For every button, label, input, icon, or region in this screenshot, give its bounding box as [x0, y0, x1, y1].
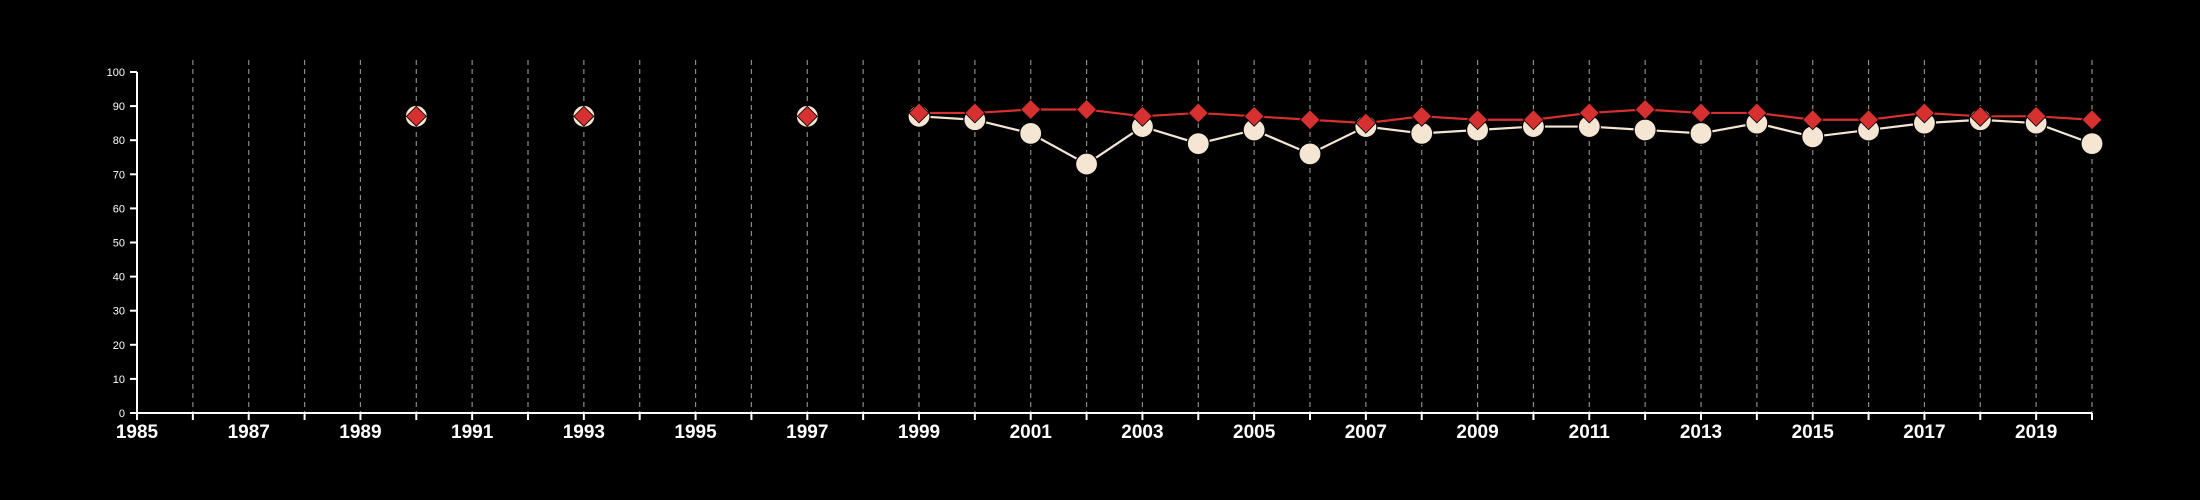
diamond-point-2003 [1131, 105, 1153, 127]
diamond-point-1999 [908, 102, 930, 124]
x-tick-label: 2013 [1680, 422, 1722, 443]
diamond-point-2016 [1858, 109, 1880, 131]
circle-point-2012 [1633, 118, 1657, 142]
axes: 0 10 20 30 40 50 60 70 80 90 100 1985 1987 1989 1991 19… [107, 67, 2093, 443]
x-tick-label: 2001 [1010, 422, 1053, 443]
x-tick-label: 1989 [339, 422, 381, 443]
x-tick-label: 2003 [1121, 422, 1163, 443]
y-tick-label: 50 [113, 238, 125, 250]
x-tick-label: 2007 [1345, 422, 1387, 443]
y-tick-label: 100 [107, 67, 125, 79]
x-tick-label: 2015 [1792, 422, 1835, 443]
x-tick-label: 1997 [786, 422, 828, 443]
diamond-point-1997 [796, 105, 818, 127]
diamond-point-2017 [1913, 102, 1935, 124]
x-tick-label: 2005 [1233, 422, 1276, 443]
y-tick-label: 10 [113, 374, 125, 386]
diamond-point-1990 [405, 105, 427, 127]
x-tick-label: 1987 [228, 422, 270, 443]
diamond-point-1993 [573, 105, 595, 127]
diamond-point-2002 [1076, 98, 1098, 121]
diamond-point-2015 [1802, 109, 1824, 131]
x-tick-label: 1999 [898, 422, 940, 443]
diamond-point-2005 [1243, 105, 1265, 127]
x-tick-label: 2017 [1903, 422, 1945, 443]
diamond-point-2001 [1020, 98, 1042, 121]
circle-point-2002 [1074, 152, 1099, 176]
circle-point-2013 [1689, 121, 1713, 145]
y-tick-label: 30 [113, 306, 125, 318]
y-tick-label: 80 [113, 135, 125, 147]
y-tick-label: 60 [113, 203, 125, 215]
diamond-point-2004 [1187, 102, 1209, 124]
series-group [404, 98, 2104, 176]
diamond-point-2014 [1746, 102, 1768, 124]
diamond-point-2007 [1355, 112, 1377, 134]
diamond-point-2009 [1467, 109, 1489, 131]
diamond-point-2019 [2025, 105, 2047, 127]
x-tick-label: 2011 [1569, 422, 1611, 443]
circle-point-2001 [1019, 121, 1043, 145]
diamond-point-2006 [1299, 109, 1321, 131]
x-tick-label: 2019 [2015, 422, 2057, 443]
y-tick-label: 20 [113, 340, 125, 352]
diamond-point-2018 [1969, 105, 1991, 127]
x-tick-label: 1993 [563, 422, 605, 443]
x-tick-label: 2009 [1456, 422, 1498, 443]
circle-point-2006 [1298, 142, 1322, 166]
y-tick-label: 0 [119, 408, 125, 420]
y-tick-label: 90 [113, 101, 125, 113]
diamond-point-2011 [1578, 102, 1600, 124]
diamond-point-2008 [1411, 105, 1433, 127]
circle-point-2020 [2080, 132, 2104, 156]
diamond-point-2000 [964, 102, 986, 124]
diamond-series-line [919, 108, 2093, 125]
circle-point-2004 [1186, 132, 1210, 156]
y-tick-label: 40 [113, 272, 125, 284]
x-tick-label: 1985 [116, 422, 159, 443]
diamond-point-2020 [2081, 109, 2103, 131]
diamond-point-2012 [1634, 98, 1656, 121]
x-tick-label: 1991 [451, 422, 494, 443]
circle-series-line [918, 115, 2093, 166]
x-tick-label: 1995 [674, 422, 717, 443]
diamond-point-2013 [1690, 102, 1712, 124]
y-tick-label: 70 [113, 169, 125, 181]
diamond-point-2010 [1522, 109, 1544, 131]
